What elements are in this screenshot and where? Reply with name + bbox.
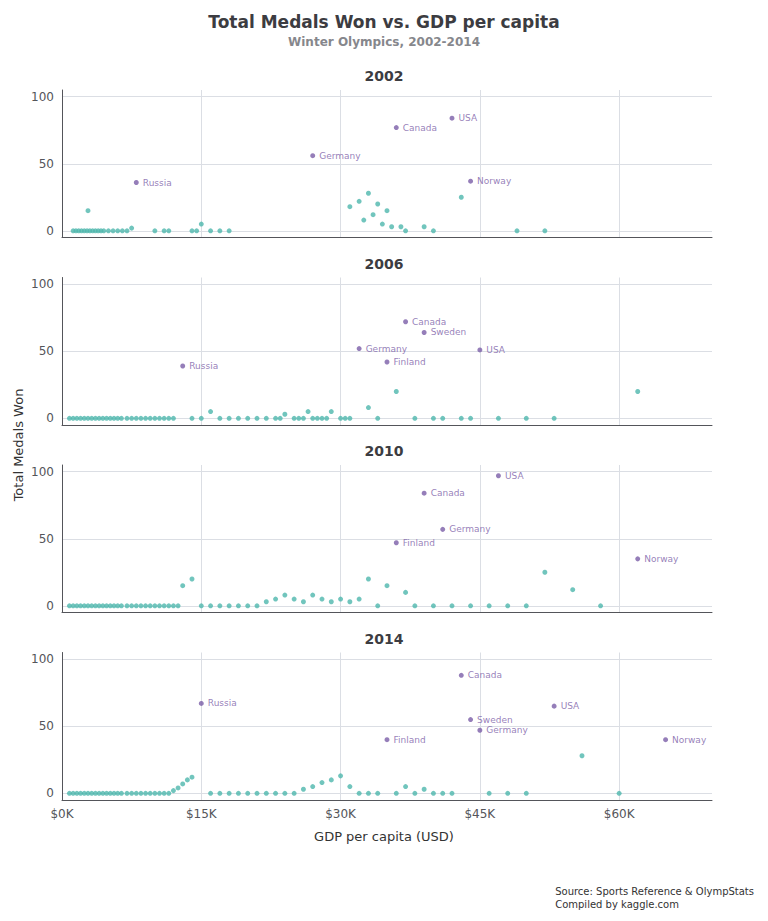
svg-text:2010: 2010	[365, 443, 404, 459]
svg-text:0: 0	[46, 411, 54, 425]
svg-text:Russia: Russia	[143, 178, 172, 188]
svg-text:Germany: Germany	[449, 524, 491, 534]
svg-text:Canada: Canada	[412, 317, 446, 327]
svg-text:100: 100	[31, 277, 54, 291]
svg-text:$30K: $30K	[325, 807, 357, 821]
svg-text:100: 100	[31, 90, 54, 104]
svg-text:Winter Olympics, 2002-2014: Winter Olympics, 2002-2014	[288, 35, 480, 49]
svg-text:Russia: Russia	[189, 361, 218, 371]
svg-text:2014: 2014	[365, 631, 404, 647]
svg-text:Sweden: Sweden	[477, 715, 513, 725]
svg-text:$0K: $0K	[50, 807, 74, 821]
svg-text:Germany: Germany	[366, 344, 408, 354]
svg-text:USA: USA	[486, 345, 505, 355]
svg-text:$15K: $15K	[186, 807, 218, 821]
svg-text:Russia: Russia	[208, 698, 237, 708]
svg-text:Finland: Finland	[394, 357, 426, 367]
svg-text:0: 0	[46, 786, 54, 800]
svg-text:Canada: Canada	[403, 123, 437, 133]
svg-text:USA: USA	[505, 471, 524, 481]
svg-text:Compiled by kaggle.com: Compiled by kaggle.com	[555, 899, 679, 910]
svg-text:0: 0	[46, 599, 54, 613]
svg-text:Canada: Canada	[431, 488, 465, 498]
svg-text:100: 100	[31, 465, 54, 479]
svg-text:Finland: Finland	[394, 735, 426, 745]
svg-text:Canada: Canada	[468, 670, 502, 680]
svg-text:Norway: Norway	[672, 735, 707, 745]
svg-text:Total Medals Won vs. GDP per c: Total Medals Won vs. GDP per capita	[208, 12, 559, 32]
svg-text:$60K: $60K	[604, 807, 636, 821]
svg-text:50: 50	[39, 344, 54, 358]
svg-text:Source: Sports Reference & Oly: Source: Sports Reference & OlympStats	[555, 886, 754, 897]
svg-text:50: 50	[39, 719, 54, 733]
svg-text:Finland: Finland	[403, 538, 435, 548]
svg-text:2002: 2002	[365, 68, 404, 84]
svg-text:USA: USA	[459, 113, 478, 123]
svg-text:USA: USA	[561, 701, 580, 711]
svg-text:50: 50	[39, 157, 54, 171]
svg-text:Sweden: Sweden	[431, 327, 467, 337]
svg-text:Total Medals Won: Total Medals Won	[11, 389, 26, 503]
svg-text:Germany: Germany	[319, 151, 361, 161]
svg-text:0: 0	[46, 224, 54, 238]
svg-text:Norway: Norway	[644, 554, 679, 564]
svg-text:100: 100	[31, 652, 54, 666]
svg-text:Germany: Germany	[486, 725, 528, 735]
svg-text:$45K: $45K	[464, 807, 496, 821]
svg-text:GDP per capita (USD): GDP per capita (USD)	[314, 829, 454, 844]
svg-text:Norway: Norway	[477, 176, 512, 186]
svg-text:2006: 2006	[365, 256, 404, 272]
svg-text:50: 50	[39, 532, 54, 546]
